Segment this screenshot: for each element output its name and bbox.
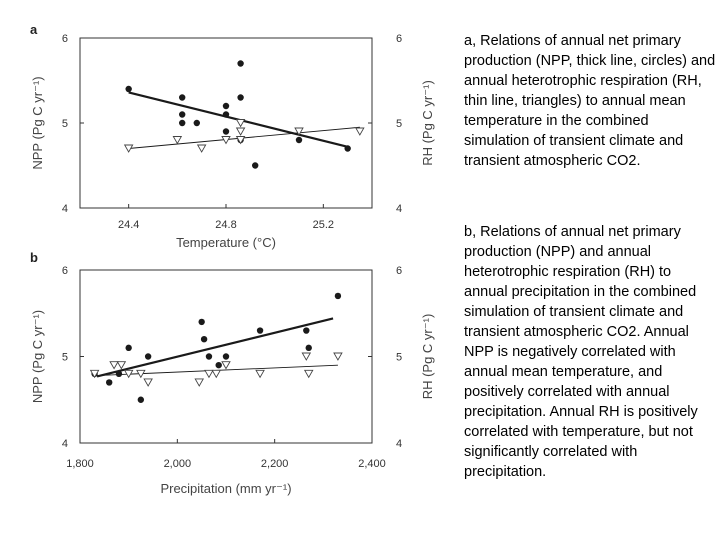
y-axis-label-right: RH (Pg C yr⁻¹): [420, 314, 435, 400]
rh-point: [303, 369, 314, 379]
x-axis-label: Temperature (°C): [176, 235, 276, 250]
npp-point: [144, 353, 152, 360]
rh-point: [221, 361, 231, 370]
npp-point: [237, 60, 244, 67]
rh-point: [116, 361, 127, 370]
rh-point: [355, 127, 365, 136]
npp-point: [137, 396, 145, 403]
npp-point: [222, 102, 230, 110]
y-tick-label-left: 4: [62, 438, 68, 450]
npp-point: [193, 119, 200, 127]
npp-point: [256, 327, 264, 334]
npp-point: [222, 128, 230, 135]
rh-point: [123, 369, 134, 379]
npp-point: [222, 353, 230, 360]
npp-point: [106, 379, 113, 386]
rh-point: [194, 378, 205, 387]
npp-point: [179, 119, 186, 127]
rh-point: [196, 144, 207, 153]
plot-frame: [79, 37, 373, 209]
x-tick-label: 25.2: [313, 219, 334, 231]
rh-point: [294, 127, 304, 136]
rh-point: [109, 361, 119, 370]
y-axis-label-right: RH (Pg C yr⁻¹): [420, 80, 435, 166]
npp-point: [115, 370, 123, 377]
x-tick-label: 1,800: [66, 458, 94, 470]
x-axis-label: Precipitation (mm yr⁻¹): [160, 481, 291, 496]
y-tick-label-left: 4: [62, 203, 68, 215]
rh-point: [235, 136, 246, 145]
rh-point: [221, 136, 231, 145]
y-tick-label-left: 6: [62, 33, 68, 45]
npp-point: [125, 85, 132, 93]
x-tick-label: 24.4: [118, 219, 139, 231]
rh-point: [333, 352, 343, 361]
x-tick-label: 2,400: [358, 458, 386, 470]
y-tick-label-right: 4: [396, 438, 402, 450]
rh-point: [172, 136, 183, 145]
rh-point: [255, 369, 265, 379]
panel-label: a: [30, 22, 38, 37]
panel-label: b: [30, 250, 38, 265]
npp-point: [305, 344, 312, 352]
panel-b: b 4 4 5 5 6 6 1,800 2,000 2,200 2,400 Precipitation…: [30, 250, 435, 496]
npp-point: [205, 353, 213, 360]
y-axis-label-left: NPP (Pg C yr⁻¹): [30, 76, 45, 169]
npp-point: [125, 344, 132, 352]
caption-b: b, Relations of annual net primary produ…: [464, 224, 698, 480]
npp-point: [200, 336, 208, 343]
rh-point: [136, 369, 146, 379]
y-tick-label-left: 6: [62, 265, 68, 277]
y-tick-label-right: 4: [396, 203, 402, 215]
rh-point: [204, 369, 214, 379]
npp-fit-line: [96, 317, 334, 378]
x-tick-label: 24.8: [215, 219, 236, 231]
rh-point: [211, 369, 222, 379]
rh-point: [123, 144, 134, 153]
rh-point: [89, 369, 100, 379]
y-tick-label-right: 5: [396, 118, 402, 130]
y-tick-label-right: 6: [396, 265, 402, 277]
chart-figure: a 4 4 5 5 6 6 24.4 24.8 25.2 Temperature (°C) NPP (…: [30, 22, 435, 496]
rh-point: [235, 119, 246, 128]
rh-point: [301, 352, 312, 361]
npp-point: [344, 145, 351, 152]
npp-point: [222, 111, 230, 118]
figure: a 4 4 5 5 6 6 24.4 24.8 25.2 Temperature (°C) NPP (…: [30, 22, 435, 496]
npp-point: [179, 111, 186, 118]
y-axis-label-left: NPP (Pg C yr⁻¹): [30, 310, 45, 403]
panel-a: a 4 4 5 5 6 6 24.4 24.8 25.2 Temperature (°C) NPP (…: [30, 22, 435, 250]
y-tick-label-right: 5: [396, 352, 402, 364]
rh-point: [143, 378, 153, 387]
npp-point: [295, 136, 303, 144]
npp-point: [252, 162, 259, 169]
rh-point: [235, 127, 246, 136]
npp-point: [179, 94, 186, 101]
y-tick-label-left: 5: [62, 118, 68, 130]
x-tick-label: 2,200: [261, 458, 289, 470]
npp-point: [198, 318, 205, 326]
npp-point: [237, 94, 244, 101]
npp-point: [334, 292, 342, 300]
caption-a: a, Relations of annual net primary produ…: [464, 33, 716, 169]
npp-point: [215, 361, 222, 369]
x-tick-label: 2,000: [164, 458, 192, 470]
y-tick-label-right: 6: [396, 33, 402, 45]
npp-point: [303, 327, 310, 334]
y-tick-label-left: 5: [62, 352, 68, 364]
